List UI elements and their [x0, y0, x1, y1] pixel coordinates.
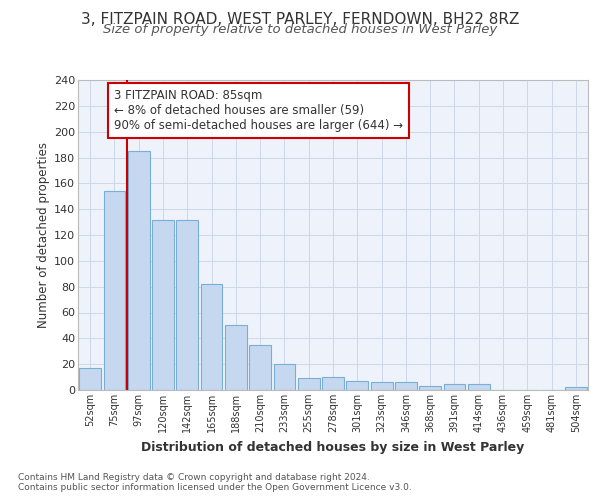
- Bar: [298, 378, 320, 390]
- Bar: [443, 384, 466, 390]
- Bar: [468, 384, 490, 390]
- Y-axis label: Number of detached properties: Number of detached properties: [37, 142, 50, 328]
- Bar: [104, 191, 125, 390]
- Bar: [274, 364, 295, 390]
- Text: Contains HM Land Registry data © Crown copyright and database right 2024.: Contains HM Land Registry data © Crown c…: [18, 474, 370, 482]
- Text: Size of property relative to detached houses in West Parley: Size of property relative to detached ho…: [103, 22, 497, 36]
- Bar: [395, 382, 417, 390]
- Bar: [249, 345, 271, 390]
- X-axis label: Distribution of detached houses by size in West Parley: Distribution of detached houses by size …: [142, 440, 524, 454]
- Bar: [346, 381, 368, 390]
- Text: 3 FITZPAIN ROAD: 85sqm
← 8% of detached houses are smaller (59)
90% of semi-deta: 3 FITZPAIN ROAD: 85sqm ← 8% of detached …: [114, 90, 403, 132]
- Bar: [322, 377, 344, 390]
- Bar: [128, 151, 149, 390]
- Text: Contains public sector information licensed under the Open Government Licence v3: Contains public sector information licen…: [18, 484, 412, 492]
- Bar: [225, 326, 247, 390]
- Bar: [176, 220, 198, 390]
- Text: 3, FITZPAIN ROAD, WEST PARLEY, FERNDOWN, BH22 8RZ: 3, FITZPAIN ROAD, WEST PARLEY, FERNDOWN,…: [81, 12, 519, 28]
- Bar: [152, 220, 174, 390]
- Bar: [79, 368, 101, 390]
- Bar: [565, 388, 587, 390]
- Bar: [371, 382, 392, 390]
- Bar: [200, 284, 223, 390]
- Bar: [419, 386, 441, 390]
